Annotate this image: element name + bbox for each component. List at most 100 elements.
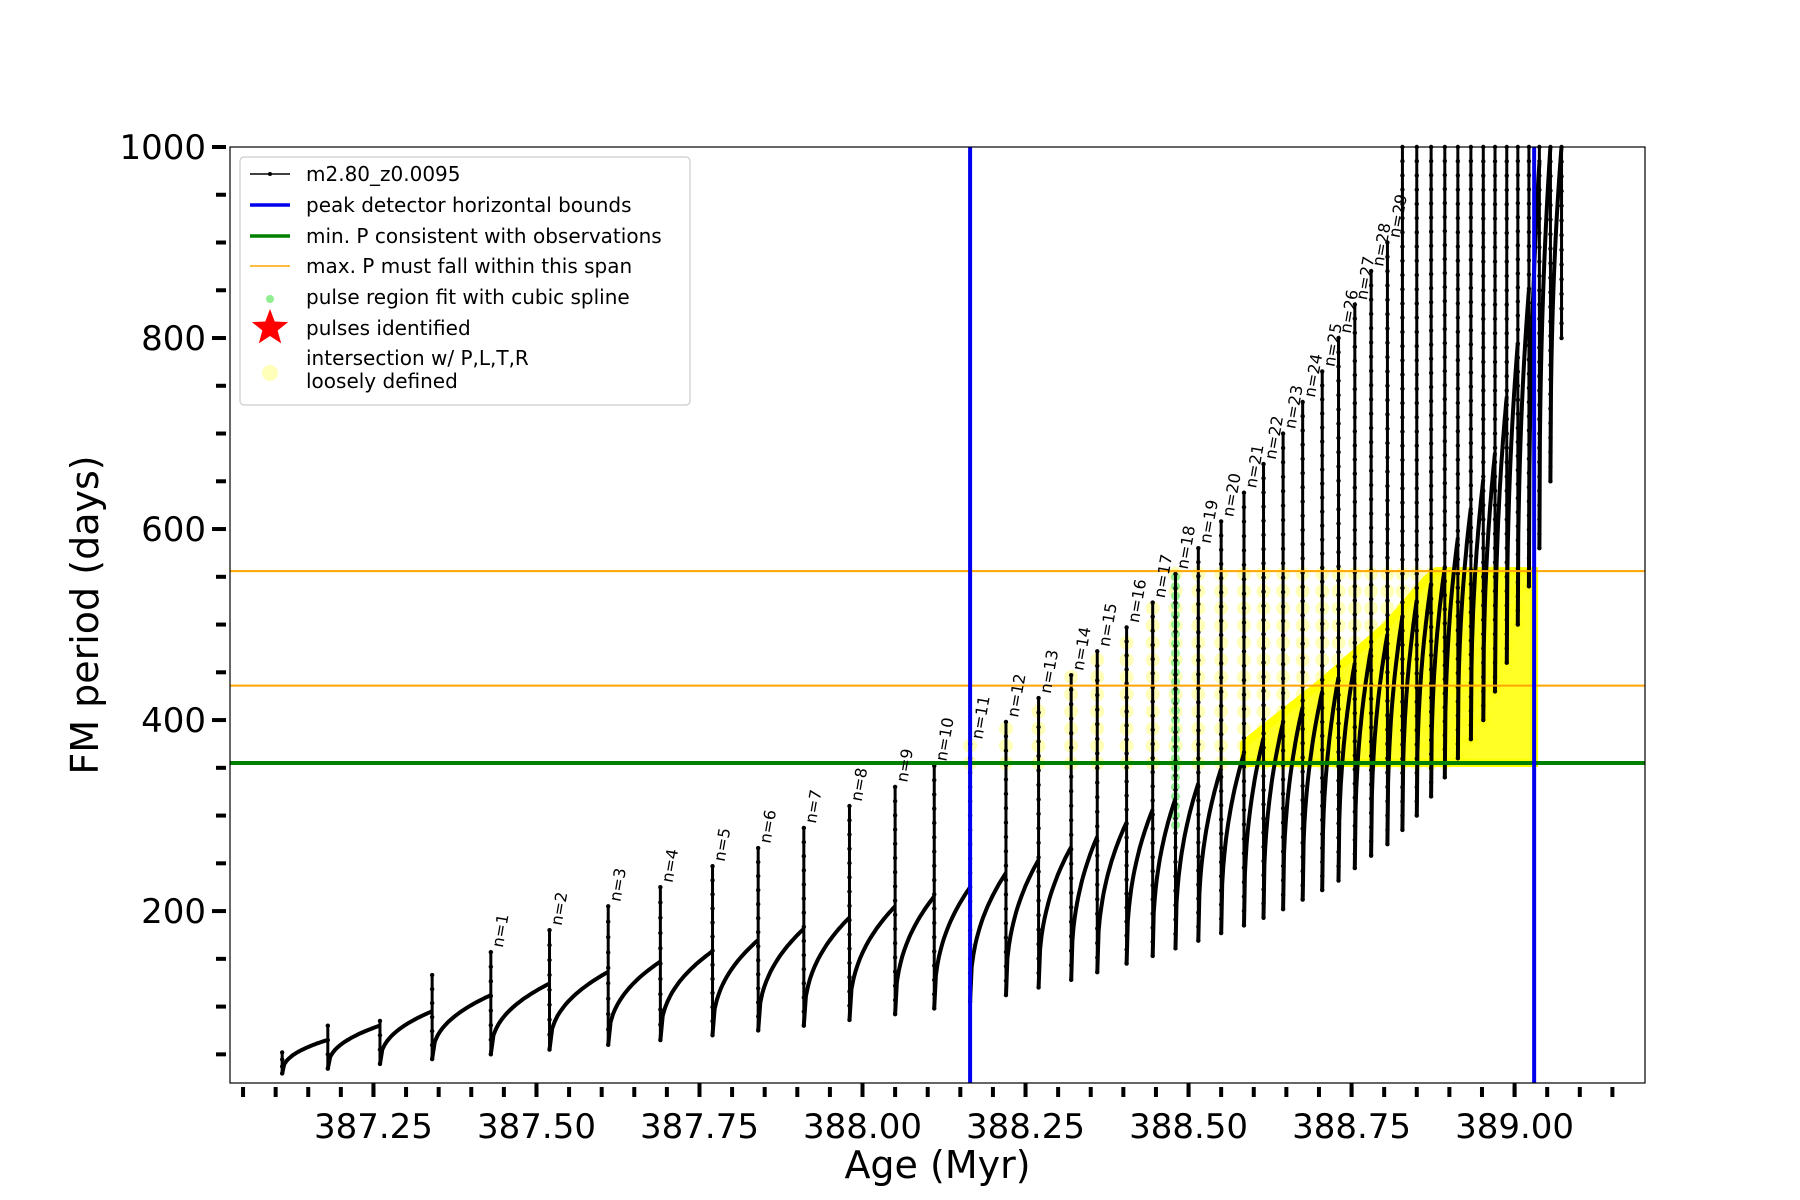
- series-marker: [1036, 884, 1041, 889]
- series-marker: [1280, 561, 1286, 566]
- series-marker: [1414, 614, 1419, 619]
- series-marker: [1455, 400, 1461, 406]
- series-marker: [1537, 187, 1542, 193]
- series-marker: [1241, 591, 1247, 596]
- series-marker: [1261, 660, 1266, 665]
- series-marker: [1280, 719, 1286, 724]
- series-marker: [1261, 646, 1266, 651]
- series-marker: [1414, 301, 1419, 306]
- series-marker: [1442, 228, 1448, 234]
- series-marker: [1428, 526, 1434, 531]
- series-marker: [1173, 643, 1178, 649]
- series-marker: [1400, 614, 1405, 619]
- series-marker: [1218, 661, 1224, 666]
- series-marker: [710, 934, 715, 939]
- series-marker: [1241, 605, 1247, 611]
- series-marker: [1261, 603, 1266, 609]
- series-marker: [1442, 410, 1448, 416]
- series-marker: [1428, 638, 1434, 644]
- series-marker: [1068, 745, 1074, 750]
- series-marker: [1095, 838, 1100, 844]
- legend-handle: [268, 172, 272, 176]
- series-marker: [1548, 232, 1553, 237]
- series-marker: [1336, 621, 1341, 626]
- series-marker: [325, 1037, 331, 1043]
- series-marker: [1280, 676, 1286, 681]
- series-marker: [1455, 386, 1461, 391]
- series-marker: [1150, 798, 1155, 803]
- series-marker: [1368, 397, 1374, 402]
- series-marker: [1241, 793, 1247, 798]
- series-marker: [1352, 598, 1358, 603]
- series-marker: [1218, 646, 1224, 652]
- x-tick-label: 388.50: [1129, 1107, 1248, 1147]
- series-marker: [1280, 460, 1286, 465]
- series-marker: [801, 896, 807, 901]
- series-marker: [1385, 383, 1390, 388]
- series-marker: [1241, 634, 1247, 640]
- series-marker: [1504, 173, 1509, 178]
- series-marker: [1504, 431, 1509, 436]
- pulse-label: n=18: [1173, 524, 1199, 571]
- series-marker: [1261, 476, 1266, 481]
- series-marker: [1515, 243, 1521, 248]
- series-marker: [1196, 784, 1201, 789]
- series-marker: [1400, 600, 1405, 605]
- series-marker: [755, 916, 761, 921]
- series-marker: [1414, 671, 1419, 676]
- series-marker: [1095, 853, 1100, 858]
- series-marker: [1442, 298, 1448, 304]
- series-marker: [1400, 642, 1405, 648]
- legend-label: pulse region fit with cubic spline: [306, 285, 630, 309]
- legend-label: pulses identified: [306, 316, 471, 340]
- series-marker: [892, 869, 898, 875]
- series-marker: [1385, 483, 1390, 489]
- recovery-curve: [1369, 633, 1390, 856]
- series-marker: [1336, 378, 1341, 384]
- series-marker: [1481, 216, 1486, 221]
- series-marker: [1320, 635, 1325, 640]
- series-marker: [1336, 350, 1341, 355]
- series-marker: [1468, 158, 1474, 164]
- series-marker: [1559, 232, 1564, 238]
- series-marker: [755, 901, 761, 907]
- series-marker: [801, 952, 807, 958]
- series-marker: [658, 915, 663, 920]
- series-marker: [1196, 798, 1201, 803]
- series-marker: [1537, 159, 1542, 164]
- series-marker: [1455, 557, 1461, 562]
- series-marker: [1320, 551, 1325, 556]
- series-marker: [1385, 627, 1390, 632]
- series-marker: [1400, 201, 1405, 207]
- series-marker: [1455, 201, 1461, 207]
- series-marker: [1414, 443, 1419, 448]
- series-marker: [1414, 571, 1419, 576]
- series-marker: [1442, 593, 1448, 598]
- series-marker: [1003, 734, 1009, 739]
- series-marker: [1336, 764, 1341, 769]
- series-marker: [1336, 749, 1341, 755]
- series-marker: [1300, 783, 1305, 789]
- series-marker: [1548, 173, 1553, 179]
- series-marker: [1526, 215, 1532, 221]
- series-marker: [1414, 642, 1419, 648]
- recovery-curve: [1196, 767, 1224, 941]
- series-marker: [1352, 753, 1358, 758]
- series-marker: [1400, 258, 1405, 264]
- series-marker: [1003, 806, 1009, 811]
- series-marker: [1368, 511, 1374, 516]
- series-marker: [1300, 456, 1305, 462]
- series-marker: [1455, 372, 1461, 377]
- series-marker: [1526, 272, 1532, 277]
- series-marker: [1455, 272, 1461, 278]
- series-marker: [1442, 256, 1448, 262]
- recovery-curve: [1300, 690, 1325, 900]
- series-marker: [1385, 412, 1390, 417]
- recovery-curve: [1504, 343, 1520, 663]
- series-marker: [1400, 244, 1405, 249]
- series-marker: [1515, 411, 1521, 417]
- series-marker: [847, 889, 852, 894]
- series-marker: [1548, 217, 1553, 222]
- series-marker: [1428, 624, 1434, 630]
- series-marker: [1504, 417, 1509, 422]
